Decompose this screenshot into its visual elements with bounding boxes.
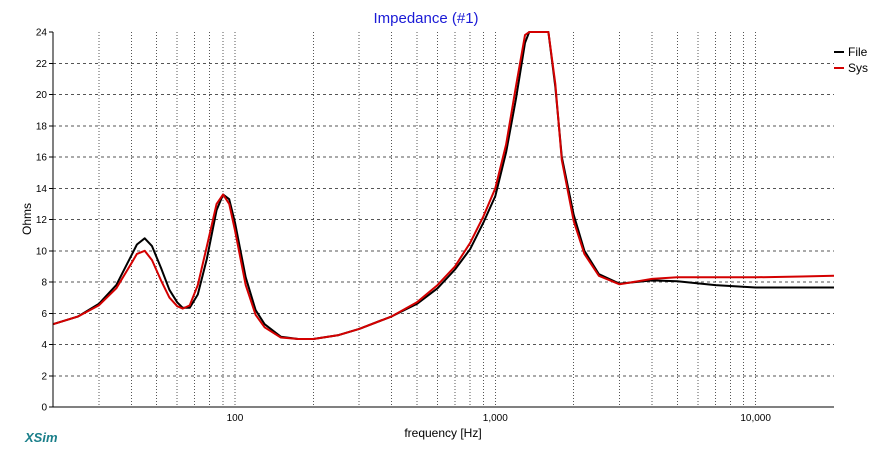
xsim-logo: XSim — [24, 430, 58, 445]
y-tick-label: 8 — [41, 278, 47, 289]
y-tick-label: 18 — [36, 121, 48, 132]
chart-title: Impedance (#1) — [373, 10, 478, 27]
legend: File Sys — [834, 45, 868, 75]
series-line-file — [52, 31, 834, 340]
y-tick-label: 24 — [36, 28, 48, 39]
y-tick-label: 22 — [36, 59, 48, 70]
y-tick-label: 6 — [41, 309, 47, 320]
y-tick-label: 16 — [36, 153, 48, 164]
y-tick-label: 0 — [41, 403, 47, 414]
x-tick-labels: 100 1,000 10,000 — [227, 413, 772, 424]
x-axis-label: frequency [Hz] — [404, 426, 481, 440]
y-tick-label: 20 — [36, 90, 48, 101]
legend-label-file: File — [848, 45, 868, 59]
y-tick-label: 12 — [36, 215, 48, 226]
series-lines — [52, 31, 835, 340]
x-tick-label: 100 — [227, 413, 244, 424]
grid-lines — [53, 32, 834, 407]
legend-label-sys: Sys — [848, 61, 868, 75]
y-axis-label: Ohms — [20, 203, 34, 235]
x-tick-label: 1,000 — [483, 413, 508, 424]
y-tick-label: 2 — [41, 371, 47, 382]
y-tick-label: 14 — [36, 184, 48, 195]
x-tick-label: 10,000 — [740, 413, 771, 424]
y-tick-label: 4 — [41, 340, 47, 351]
y-tick-label: 10 — [36, 246, 48, 257]
series-line-sys — [52, 31, 835, 340]
